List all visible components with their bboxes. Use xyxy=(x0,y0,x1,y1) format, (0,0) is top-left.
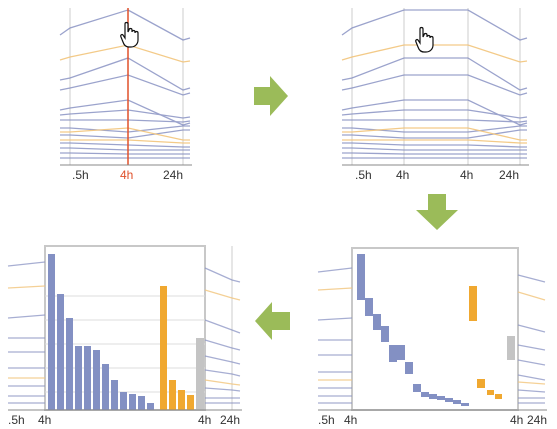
tick-label: 4h xyxy=(510,413,523,427)
histogram-bar xyxy=(147,403,154,410)
histogram-bar xyxy=(102,364,109,410)
orange-histogram xyxy=(160,286,194,410)
histogram-bar xyxy=(138,396,145,410)
fragment xyxy=(373,314,381,330)
histogram-bar xyxy=(93,350,100,410)
blue-lines xyxy=(317,267,546,404)
histogram-bar xyxy=(178,390,185,410)
fragment xyxy=(413,384,421,392)
histogram-bar xyxy=(169,380,176,410)
fragment xyxy=(357,254,365,300)
histogram-bar xyxy=(129,394,136,410)
tick-labels: .5h 4h 4h 24h xyxy=(8,413,240,427)
tick-label: 24h xyxy=(163,168,183,182)
histogram-bar xyxy=(120,392,127,410)
histogram-bar xyxy=(84,346,91,410)
panel-bottom-right: .5h 4h 4h 24h xyxy=(317,247,547,427)
fragment xyxy=(495,394,502,399)
fragment xyxy=(405,362,413,374)
fragment xyxy=(477,379,485,388)
tick-label: 4h xyxy=(38,413,51,427)
fragment xyxy=(453,400,461,404)
blue-lines xyxy=(7,261,241,404)
tick-label: .5h xyxy=(8,413,25,427)
blue-fragments xyxy=(357,254,469,406)
orange-lines xyxy=(341,44,528,144)
tick-label: 4h xyxy=(460,168,473,182)
hand-pointer-icon xyxy=(415,26,434,53)
fragment xyxy=(365,298,373,316)
tick-labels: .5h 4h 4h 24h xyxy=(355,168,519,182)
blue-lines xyxy=(341,9,528,159)
arrow-left-icon xyxy=(255,302,290,340)
tick-label: 4h xyxy=(344,413,357,427)
tick-label: 4h xyxy=(120,168,133,182)
tick-label: .5h xyxy=(72,168,89,182)
fragment xyxy=(487,390,494,395)
tick-labels: .5h 4h 4h 24h xyxy=(318,413,547,427)
orange-fragments xyxy=(469,286,502,399)
axes xyxy=(351,8,521,165)
panel-top-left: .5h 4h 24h xyxy=(59,8,192,182)
histogram-bar xyxy=(187,395,194,410)
fragment xyxy=(429,394,437,399)
fragment xyxy=(381,326,389,342)
fragment xyxy=(397,345,405,360)
arrow-down-icon xyxy=(416,194,458,230)
histogram-bar xyxy=(57,294,64,410)
tick-labels: .5h 4h 24h xyxy=(72,168,183,182)
tick-label: 4h xyxy=(198,413,211,427)
orange-lines xyxy=(317,287,546,385)
tick-label: 24h xyxy=(220,413,240,427)
histogram-bar xyxy=(160,286,167,410)
fragment xyxy=(445,398,453,402)
histogram-bar xyxy=(111,380,118,410)
panel-bottom-left: .5h 4h 4h 24h xyxy=(7,245,242,427)
tick-label: .5h xyxy=(355,168,372,182)
tick-label: 24h xyxy=(527,413,547,427)
arrow-right-icon xyxy=(254,76,288,116)
histogram-bar xyxy=(48,254,55,410)
fragment xyxy=(421,392,429,397)
histogram-bar xyxy=(66,318,73,410)
fragment xyxy=(437,396,445,400)
tick-label: 24h xyxy=(499,168,519,182)
gray-fragment xyxy=(507,336,515,360)
histogram-bar xyxy=(75,346,82,410)
fragment xyxy=(461,403,469,406)
gray-histogram-bar xyxy=(196,338,204,410)
hand-pointer-icon xyxy=(120,21,139,48)
fragment xyxy=(469,286,477,321)
tick-label: 4h xyxy=(396,168,409,182)
panel-top-right: .5h 4h 4h 24h xyxy=(341,8,529,182)
blue-histogram xyxy=(48,254,154,410)
fragment xyxy=(389,345,397,362)
orange-lines xyxy=(7,285,241,386)
tick-label: .5h xyxy=(318,413,335,427)
